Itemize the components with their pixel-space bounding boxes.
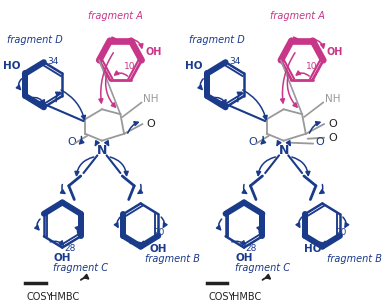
Text: fragment A: fragment A [89, 11, 143, 21]
Text: fragment A: fragment A [270, 11, 325, 21]
Text: OH: OH [327, 47, 343, 57]
Text: NH: NH [325, 95, 340, 105]
Text: O: O [328, 119, 337, 129]
Text: 10: 10 [124, 62, 136, 71]
Text: OH: OH [145, 47, 162, 57]
Text: OH: OH [235, 253, 253, 263]
Text: O: O [146, 119, 155, 129]
Text: 34: 34 [229, 57, 241, 66]
Text: O: O [67, 137, 76, 147]
Text: O: O [328, 133, 337, 143]
Text: 28: 28 [246, 245, 257, 253]
Text: O: O [248, 137, 257, 147]
Text: fragment B: fragment B [145, 254, 200, 264]
Text: NH: NH [144, 95, 159, 105]
Text: 10: 10 [306, 62, 317, 71]
Text: HO: HO [305, 245, 322, 254]
Text: 34: 34 [48, 57, 59, 66]
Text: COSY: COSY [27, 292, 53, 302]
Text: fragment C: fragment C [53, 263, 108, 273]
Text: HMBC: HMBC [232, 292, 261, 302]
Text: HO: HO [3, 61, 21, 71]
Text: N: N [278, 144, 289, 157]
Text: HMBC: HMBC [50, 292, 80, 302]
Text: 20: 20 [335, 228, 347, 237]
Text: fragment C: fragment C [235, 263, 290, 273]
Text: fragment D: fragment D [7, 34, 63, 45]
Text: HO: HO [185, 61, 202, 71]
Text: COSY: COSY [208, 292, 234, 302]
Text: fragment B: fragment B [327, 254, 382, 264]
Text: 20: 20 [154, 228, 165, 237]
Text: OH: OH [53, 253, 71, 263]
Text: N: N [97, 144, 107, 157]
Text: fragment D: fragment D [189, 34, 245, 45]
Text: OH: OH [150, 245, 167, 254]
Text: O: O [315, 137, 324, 147]
Text: 28: 28 [64, 245, 76, 253]
